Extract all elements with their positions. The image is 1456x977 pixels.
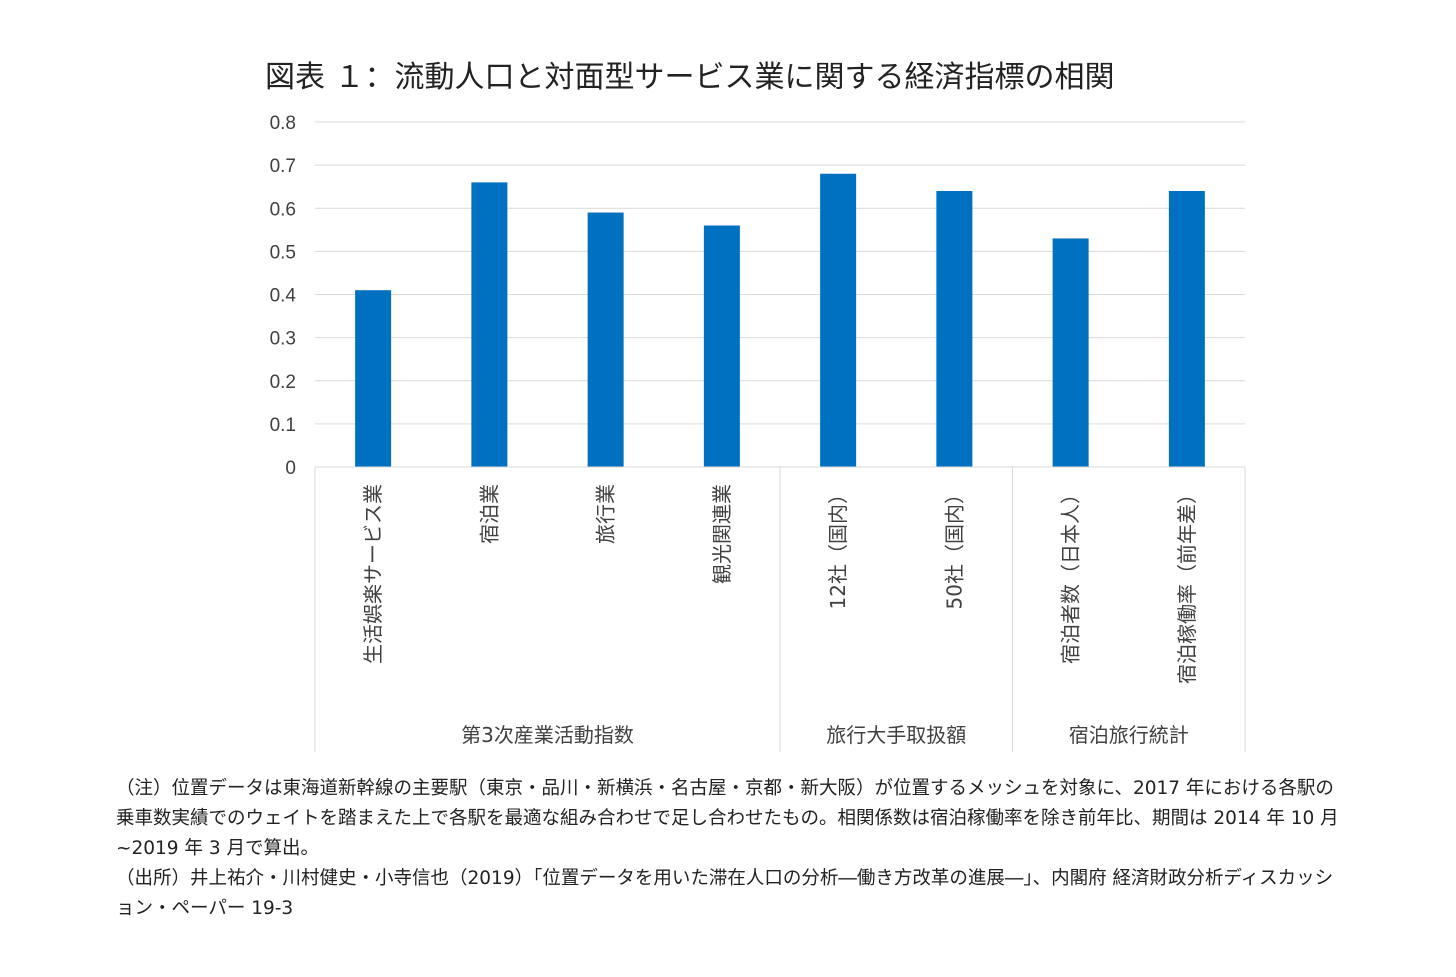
bar [936, 191, 973, 467]
y-tick-label: 0.5 [270, 242, 296, 263]
label-layer: 0 0.1 0.2 0.3 0.4 0.5 0.6 0.7 0.8 生活娯楽サービス業 宿泊業 旅行業… [270, 113, 1199, 747]
category-label: 宿泊業 [477, 484, 501, 544]
bar [355, 290, 392, 467]
y-tick-label: 0.3 [270, 329, 296, 350]
y-tick-label: 0.1 [270, 415, 296, 436]
y-tick-label: 0.7 [270, 156, 296, 177]
y-tick-label: 0.8 [270, 113, 296, 134]
bar [587, 212, 624, 467]
y-tick-label: 0.2 [270, 372, 296, 393]
category-label: 旅行業 [594, 484, 618, 544]
bar [471, 182, 508, 467]
group-label: 旅行大手取扱額 [826, 723, 966, 747]
category-label: 生活娯楽サービス業 [361, 484, 385, 664]
category-label: 観光関連業 [710, 484, 734, 584]
category-label: 宿泊者数（日本人） [1059, 484, 1083, 664]
bar [703, 225, 740, 467]
axis-layer [314, 466, 1246, 752]
category-label: 宿泊稼働率（前年差） [1175, 484, 1199, 684]
bar-layer [355, 173, 1205, 467]
source-text: （出所）井上祐介・川村健史・小寺信也（2019）「位置データを用いた滞在人口の分… [116, 868, 1334, 919]
y-tick-label: 0.6 [270, 199, 296, 220]
y-tick-label: 0 [285, 458, 296, 479]
category-label: 12社（国内） [826, 484, 850, 609]
category-label: 50社（国内） [942, 484, 966, 609]
group-label: 宿泊旅行統計 [1069, 723, 1189, 747]
bar [820, 173, 857, 467]
bar-chart: 0 0.1 0.2 0.3 0.4 0.5 0.6 0.7 0.8 生活娯楽サービス業 宿泊業 旅行業… [270, 113, 1246, 752]
note-text: （注）位置データは東海道新幹線の主要駅（東京・品川・新横浜・名古屋・京都・新大阪… [116, 778, 1339, 859]
bar [1052, 238, 1089, 467]
group-label: 第3次産業活動指数 [461, 723, 634, 747]
notes: （注）位置データは東海道新幹線の主要駅（東京・品川・新横浜・名古屋・京都・新大阪… [116, 774, 1346, 924]
chart-title: 図表 １：流動人口と対面型サービス業に関する経済指標の相関 [265, 60, 1115, 95]
grid-layer [315, 121, 1245, 425]
bar [1168, 191, 1205, 467]
y-tick-label: 0.4 [270, 286, 297, 307]
